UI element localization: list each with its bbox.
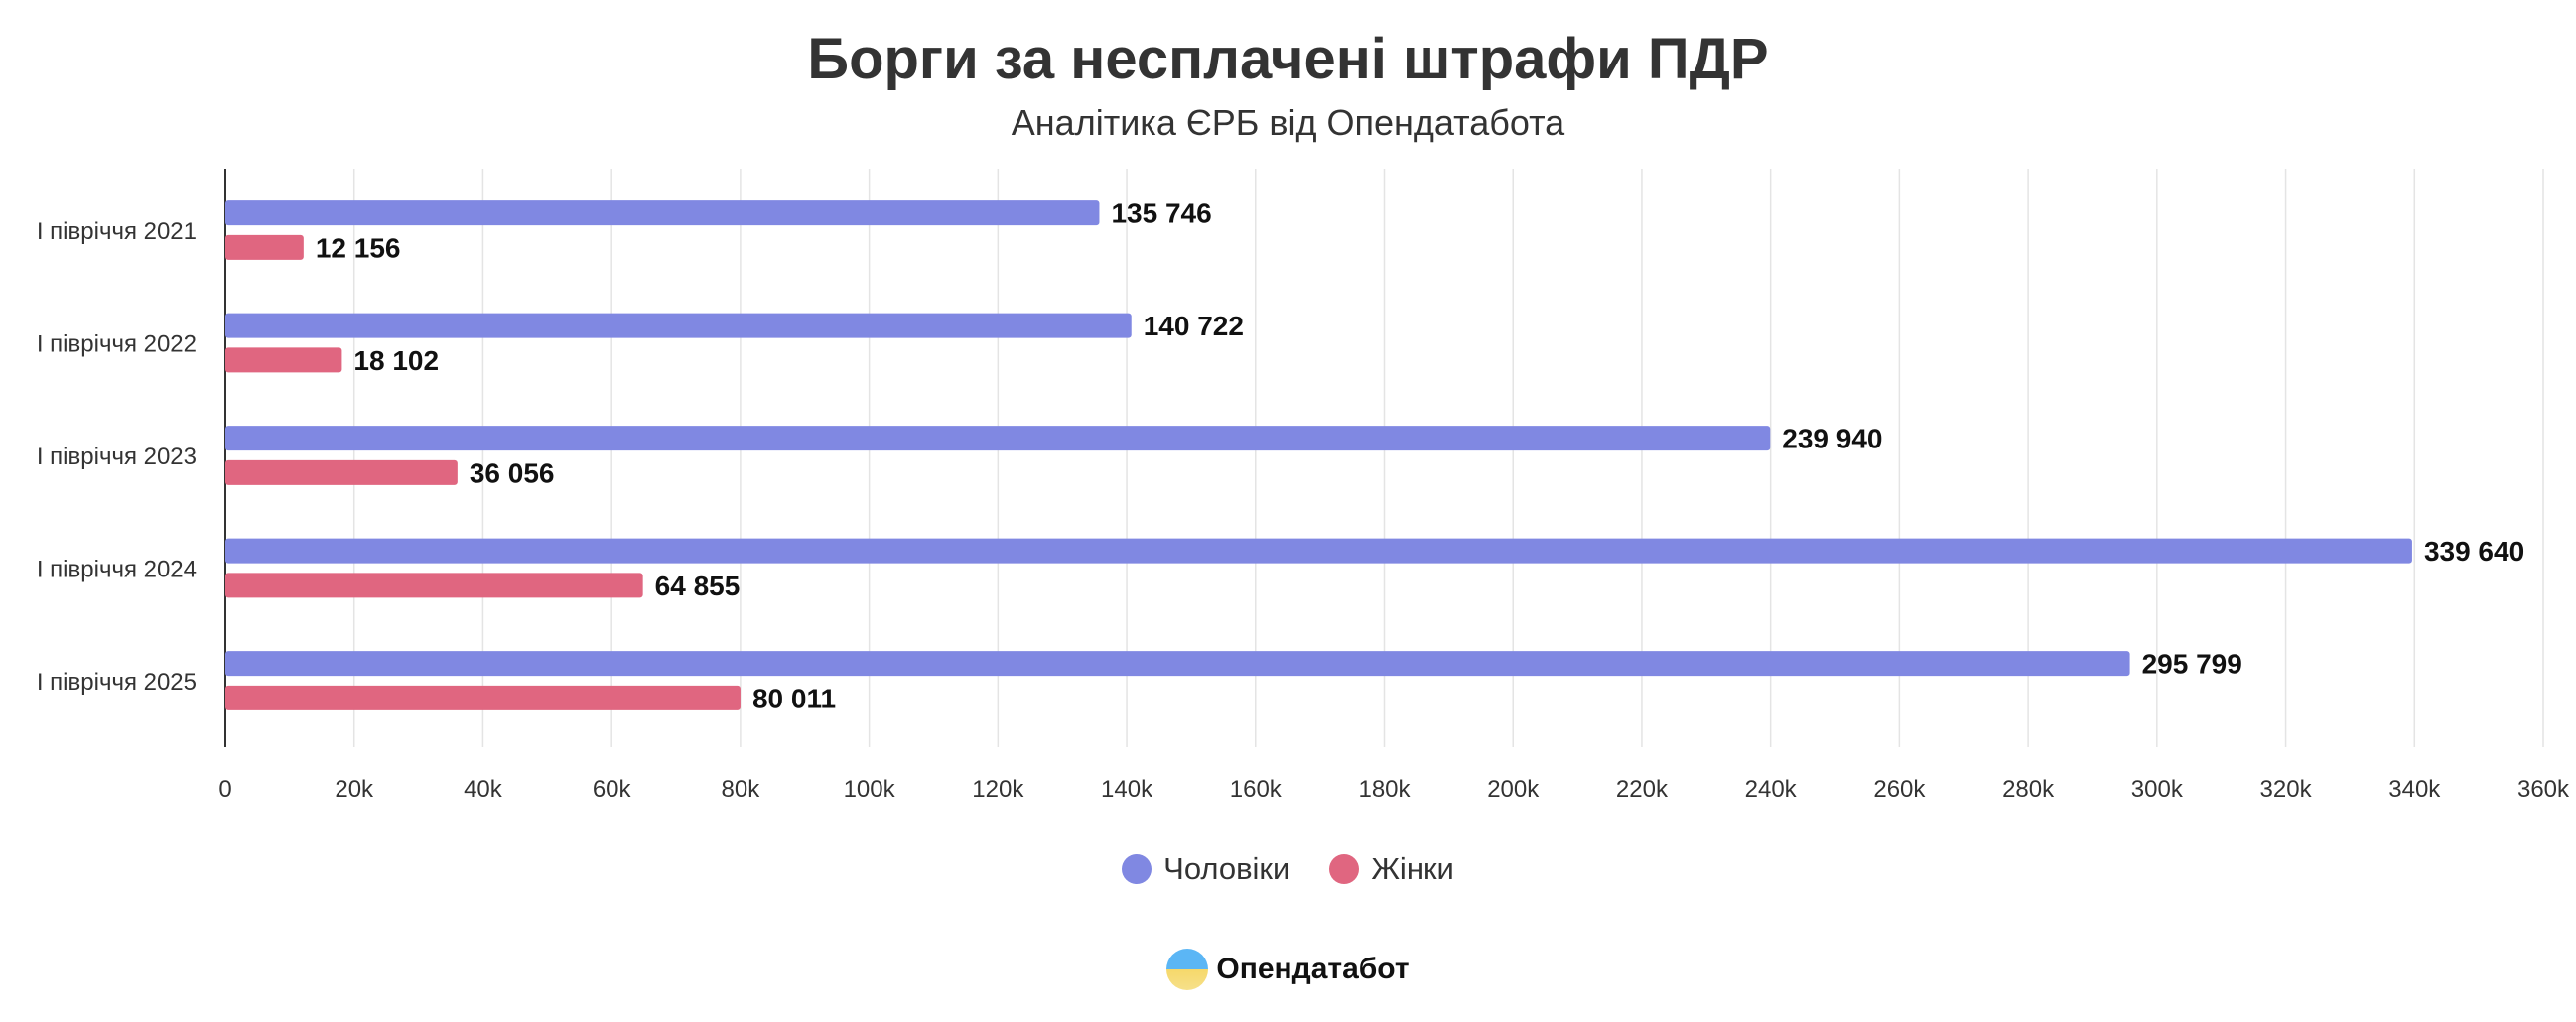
y-category-label: I півріччя 2024	[37, 557, 197, 583]
legend-dot-icon	[1329, 854, 1360, 884]
data-label: 339 640	[2424, 536, 2524, 567]
opendatabot-logo-icon	[1166, 949, 1209, 990]
bar-men	[225, 200, 1100, 226]
x-tick-label: 20k	[335, 776, 374, 803]
x-tick-label: 320k	[2260, 776, 2313, 803]
x-tick-label: 160k	[1230, 776, 1283, 803]
x-tick-label: 260k	[1873, 776, 1926, 803]
x-tick-label: 60k	[593, 776, 632, 803]
x-tick-label: 220k	[1616, 776, 1669, 803]
brand-name: Опендатабот	[1216, 953, 1410, 985]
data-label: 64 855	[655, 571, 741, 601]
x-tick-label: 120k	[972, 776, 1024, 803]
bar-women	[225, 685, 741, 710]
data-label: 12 156	[316, 232, 401, 263]
legend-dot-icon	[1122, 854, 1152, 884]
bar-men	[225, 538, 2412, 564]
legend-label: Жінки	[1371, 851, 1454, 886]
x-tick-label: 0	[218, 776, 231, 803]
legend-item-women[interactable]: Жінки	[1329, 851, 1454, 887]
x-tick-label: 80k	[722, 776, 761, 803]
bar-women	[225, 234, 304, 260]
legend-label: Чоловіки	[1163, 851, 1290, 886]
y-category-label: I півріччя 2025	[37, 669, 197, 696]
legend: Чоловіки Жінки	[0, 851, 2576, 887]
x-tick-label: 140k	[1101, 776, 1153, 803]
x-tick-label: 360k	[2517, 776, 2570, 803]
x-tick-label: 180k	[1358, 776, 1411, 803]
data-label: 239 940	[1782, 424, 1882, 454]
data-label: 135 746	[1111, 198, 1211, 229]
bar-women	[225, 459, 458, 485]
y-category-label: I півріччя 2022	[37, 331, 197, 358]
data-label: 295 799	[2142, 649, 2242, 680]
data-label: 18 102	[353, 345, 439, 376]
bar-men	[225, 313, 1132, 338]
bar-men	[225, 651, 2130, 677]
bar-chart: 0 20k 40k 60k 80k 100k 120k 140k 160k 180k 200k 220…	[37, 169, 2570, 803]
bar-women	[225, 573, 643, 598]
brand-footer: Опендатабот	[0, 949, 2576, 990]
bar-women	[225, 347, 342, 373]
data-label: 36 056	[470, 457, 555, 488]
data-label: 140 722	[1144, 311, 1244, 341]
x-tick-label: 100k	[844, 776, 896, 803]
chart-title: Борги за несплачені штрафи ПДР	[807, 27, 1769, 91]
x-tick-label: 240k	[1745, 776, 1798, 803]
chart-subtitle: Аналітика ЄРБ від Опендатабота	[1011, 102, 1565, 143]
data-label: 80 011	[752, 683, 836, 713]
x-tick-label: 280k	[2002, 776, 2055, 803]
y-category-label: I півріччя 2021	[37, 218, 197, 245]
x-tick-label: 200k	[1487, 776, 1540, 803]
y-category-label: I півріччя 2023	[37, 444, 197, 470]
x-tick-label: 300k	[2131, 776, 2184, 803]
bar-men	[225, 426, 1771, 451]
x-tick-label: 340k	[2388, 776, 2441, 803]
legend-item-men[interactable]: Чоловіки	[1122, 851, 1289, 887]
x-tick-label: 40k	[464, 776, 503, 803]
